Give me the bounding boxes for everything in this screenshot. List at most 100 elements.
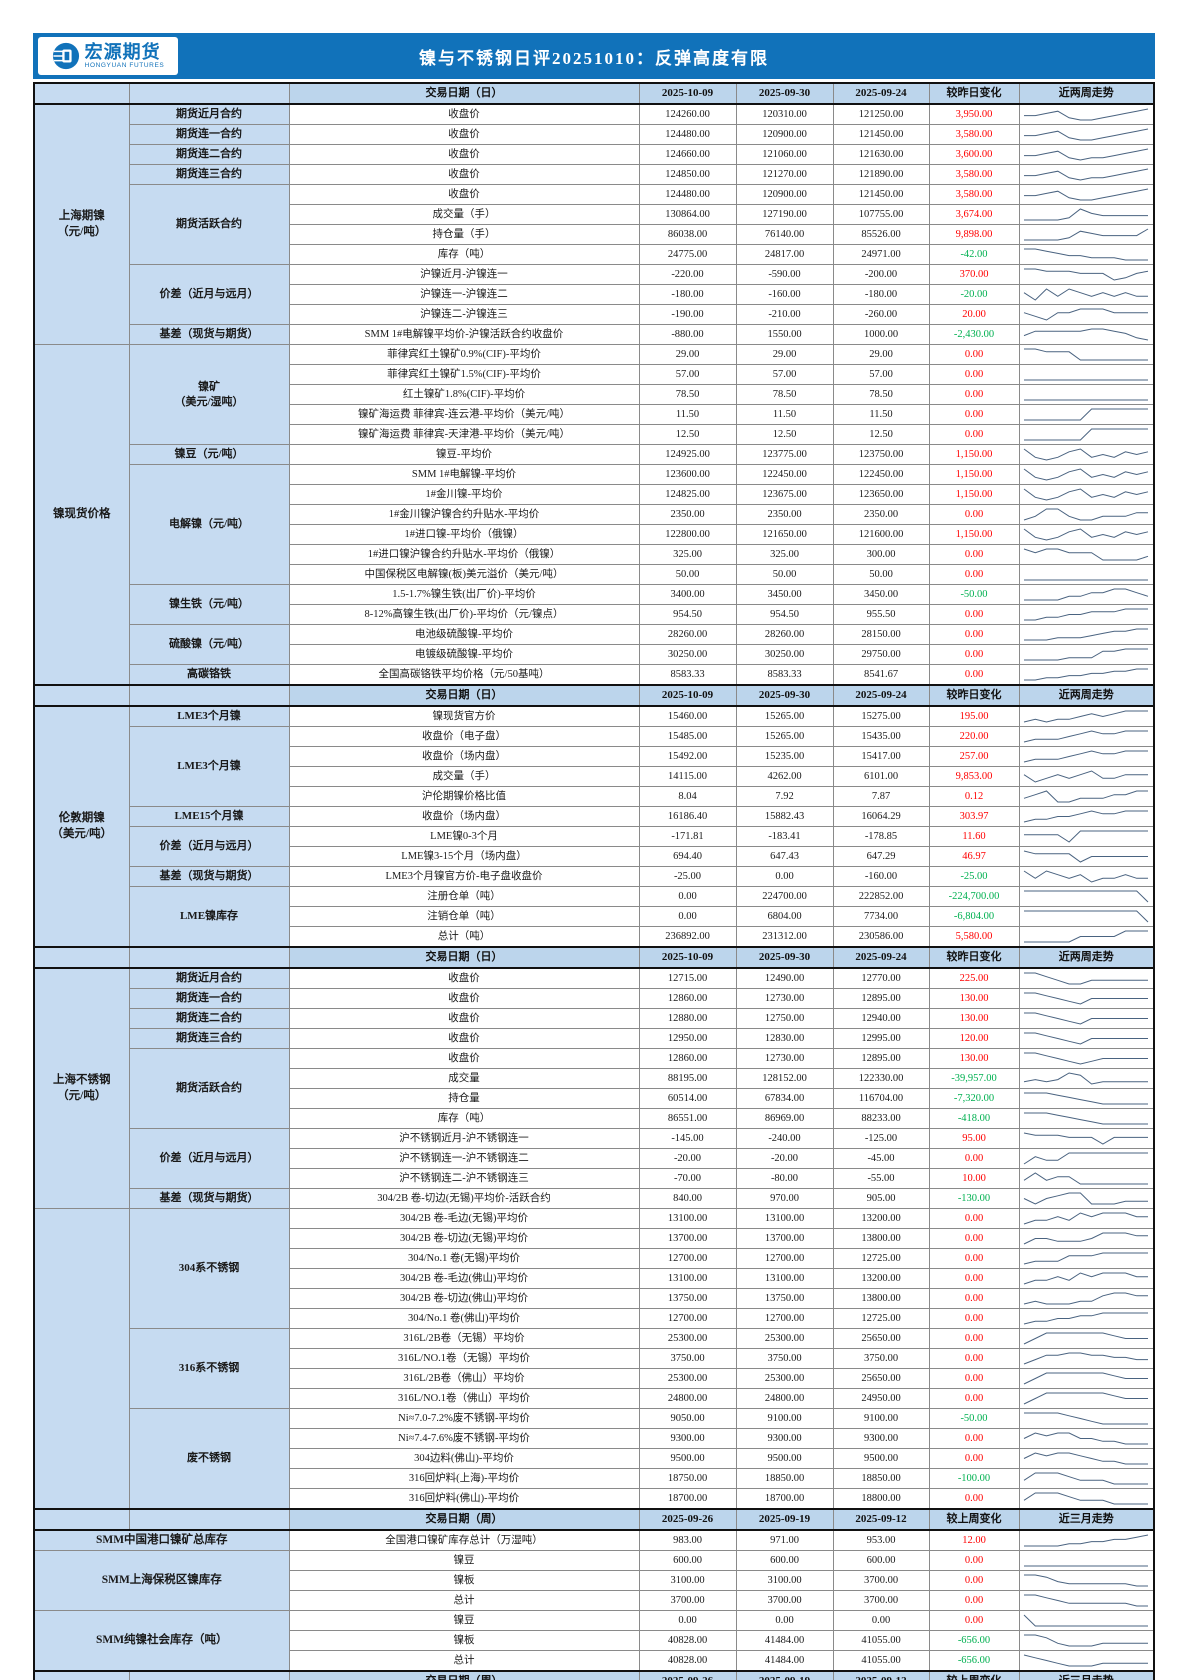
subgroup-label-cell: 期货连一合约 bbox=[128, 988, 290, 1009]
value-cell: 121450.00 bbox=[832, 124, 930, 145]
sparkline-cell bbox=[1018, 544, 1155, 565]
table-row: SMM上海保税区镍库存 镍豆 600.00 600.00 600.00 0.00 bbox=[33, 1550, 1155, 1611]
table-row: SMM中国港口镍矿总库存 全国港口镍矿库存总计（万湿吨） 983.00 971.00 9… bbox=[33, 1529, 1155, 1551]
change-value-cell: -7,320.00 bbox=[928, 1088, 1020, 1109]
indicator-label-cell: 304/2B 卷-毛边(无锡)平均价 bbox=[288, 1208, 640, 1229]
sparkline-chart bbox=[1024, 1452, 1149, 1465]
value-cell: 14115.00 bbox=[638, 766, 737, 787]
change-value-cell: 3,674.00 bbox=[928, 204, 1020, 225]
value-cell: 121060.00 bbox=[735, 144, 834, 165]
value-cell: 3700.00 bbox=[735, 1590, 834, 1611]
indicator-label-cell: 成交量（手） bbox=[288, 204, 640, 225]
value-cell: 3400.00 bbox=[638, 584, 737, 605]
change-value-cell: 225.00 bbox=[928, 967, 1020, 989]
value-cell: 25650.00 bbox=[832, 1328, 930, 1349]
sparkline-chart bbox=[1024, 628, 1149, 641]
value-cell: 12.50 bbox=[638, 424, 737, 445]
sparkline-chart bbox=[1024, 148, 1149, 161]
trend-header-label: 近两周走势 bbox=[1018, 82, 1155, 105]
change-value-cell: 10.00 bbox=[928, 1168, 1020, 1189]
change-value-cell: 0.00 bbox=[928, 1428, 1020, 1449]
value-cell: 13700.00 bbox=[638, 1228, 737, 1249]
group-label-cell bbox=[33, 1208, 130, 1510]
sparkline-chart bbox=[1024, 608, 1149, 621]
value-cell: 122450.00 bbox=[735, 464, 834, 485]
indicator-label-cell: 全国高碳铬铁平均价格（元/50基吨） bbox=[288, 664, 640, 686]
table-row: 沪镍连一-沪镍连二 -180.00 -160.00 -180.00 -20.00 bbox=[34, 284, 1155, 305]
change-value-cell: 257.00 bbox=[928, 746, 1020, 767]
sparkline-chart bbox=[1023, 488, 1149, 501]
value-cell: 6101.00 bbox=[832, 766, 930, 787]
sparkline-chart bbox=[1024, 1565, 1149, 1567]
sparkline-chart bbox=[1024, 730, 1149, 743]
sparkline-cell bbox=[1018, 124, 1155, 145]
sparkline-cell bbox=[1018, 564, 1155, 585]
value-cell: 11.50 bbox=[638, 404, 737, 425]
subgroup-label-cell: 镍豆（元/吨） bbox=[128, 444, 290, 465]
value-cell: 13100.00 bbox=[638, 1208, 737, 1229]
indicator-label-cell: 沪镍连二-沪镍连三 bbox=[288, 304, 640, 325]
indicator-label-cell: 316L/2B卷（无锡）平均价 bbox=[288, 1328, 640, 1349]
indicator-label-cell: 镍矿海运费 菲律宾-天津港-平均价（美元/吨） bbox=[288, 424, 640, 445]
sparkline-chart bbox=[1024, 348, 1149, 361]
value-cell: 8.04 bbox=[638, 786, 737, 807]
value-cell: 13200.00 bbox=[832, 1268, 930, 1289]
sparkline-cell bbox=[1018, 988, 1155, 1009]
subgroup-label-cell: 基差（现货与期货） bbox=[128, 324, 290, 345]
sparkline-chart bbox=[1024, 1312, 1149, 1325]
change-value-cell: 0.00 bbox=[928, 564, 1020, 585]
sparkline-cell bbox=[1018, 1529, 1155, 1551]
indicator-label-cell: 收盘价 bbox=[288, 1028, 640, 1049]
value-cell: 121450.00 bbox=[832, 184, 930, 205]
change-header-label: 较昨日变化 bbox=[928, 684, 1020, 707]
sparkline-cell bbox=[1018, 1228, 1155, 1249]
value-cell: 28260.00 bbox=[735, 624, 834, 645]
indicator-label-cell: 304/2B 卷-毛边(佛山)平均价 bbox=[288, 1268, 640, 1289]
value-cell: 130864.00 bbox=[638, 204, 737, 225]
value-cell: 15435.00 bbox=[832, 726, 930, 747]
indicator-label-cell: 1#进口镍沪镍合约升贴水-平均价（俄镍） bbox=[288, 544, 640, 565]
change-value-cell: 0.00 bbox=[928, 544, 1020, 565]
sparkline-cell bbox=[1018, 1188, 1155, 1209]
indicator-label-cell: 库存（吨） bbox=[288, 1108, 640, 1129]
date-header-label: 交易日期（日） bbox=[288, 684, 640, 707]
table-row: LME3个月镍 收盘价（电子盘） 15485.00 15265.00 15435.00 2… bbox=[34, 726, 1155, 807]
value-cell: 971.00 bbox=[735, 1529, 834, 1551]
value-cell: 13800.00 bbox=[832, 1228, 930, 1249]
indicator-label-cell: 成交量（手） bbox=[288, 766, 640, 787]
value-cell: 122330.00 bbox=[832, 1068, 930, 1089]
value-cell: 13750.00 bbox=[735, 1288, 834, 1309]
value-cell: 224700.00 bbox=[735, 886, 834, 907]
value-cell: 840.00 bbox=[638, 1188, 737, 1209]
table-row: 基差（现货与期货） LME3个月镍官方价-电子盘收盘价 -25.00 0.00 -160… bbox=[34, 866, 1155, 887]
sparkline-cell bbox=[1018, 264, 1155, 285]
group-label-cell: 上海不锈钢 （元/吨） bbox=[33, 967, 130, 1209]
value-cell: 124825.00 bbox=[638, 484, 737, 505]
change-value-cell: -130.00 bbox=[928, 1188, 1020, 1209]
sparkline-cell bbox=[1018, 664, 1155, 686]
change-value-cell: 0.00 bbox=[928, 1570, 1020, 1591]
sparkline-chart bbox=[1023, 1492, 1149, 1505]
sparkline-cell bbox=[1018, 1468, 1155, 1489]
indicator-label-cell: 316L/NO.1卷（无锡）平均价 bbox=[288, 1348, 640, 1369]
indicator-label-cell: 镍豆 bbox=[288, 1550, 640, 1571]
table-row: 期货连一合约 收盘价 124480.00 120900.00 121450.00 3,58… bbox=[34, 124, 1155, 145]
value-cell: 12715.00 bbox=[638, 967, 737, 989]
sparkline-cell bbox=[1018, 284, 1155, 305]
change-value-cell: 20.00 bbox=[928, 304, 1020, 325]
sparkline-cell bbox=[1018, 1650, 1155, 1672]
change-value-cell: -100.00 bbox=[928, 1468, 1020, 1489]
table-row: 价差（近月与远月） 沪镍近月-沪镍连一 -220.00 -590.00 -200.00 3… bbox=[34, 264, 1155, 325]
indicator-label-cell: 成交量 bbox=[288, 1068, 640, 1089]
sparkline-chart bbox=[1024, 428, 1149, 441]
value-cell: -180.00 bbox=[832, 284, 930, 305]
change-value-cell: 0.00 bbox=[928, 1610, 1020, 1631]
date-header-label: 交易日期（日） bbox=[288, 82, 640, 105]
change-header-label: 较昨日变化 bbox=[928, 82, 1020, 105]
indicator-label-cell: Ni≈7.4-7.6%废不锈钢-平均价 bbox=[288, 1428, 640, 1449]
value-cell: 15275.00 bbox=[832, 705, 930, 727]
sparkline-cell bbox=[1018, 624, 1155, 645]
value-cell: 3100.00 bbox=[735, 1570, 834, 1591]
value-cell: 121890.00 bbox=[832, 164, 930, 185]
